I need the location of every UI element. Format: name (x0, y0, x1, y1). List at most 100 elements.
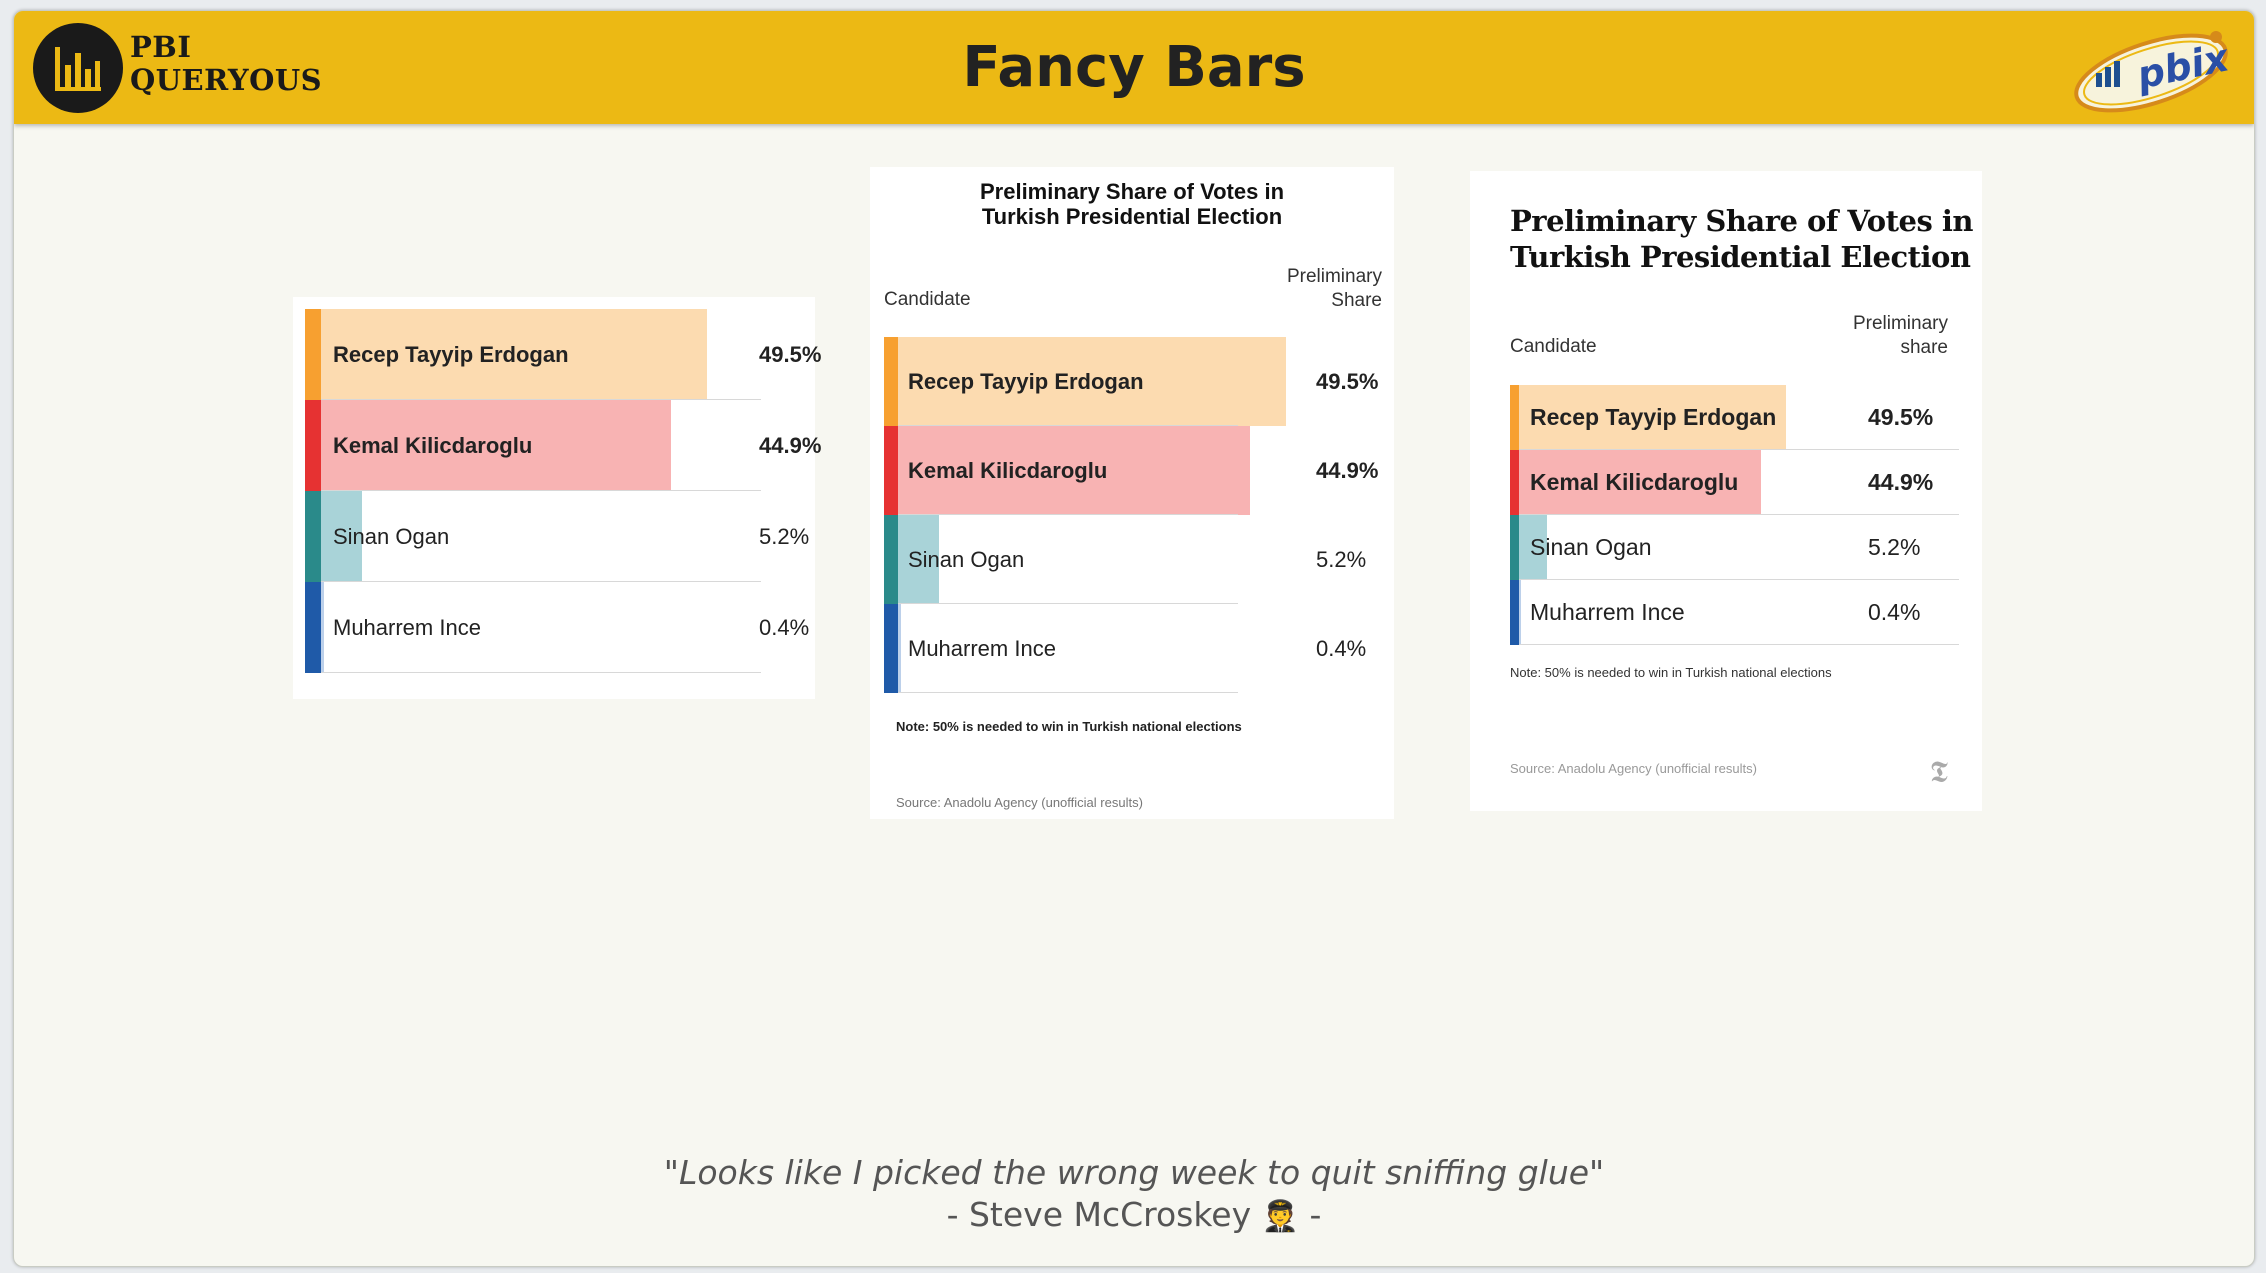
card3-divider-ince (1519, 644, 1959, 645)
card3-accent-ince (1510, 580, 1519, 645)
card3-value-ogan: 5.2% (1868, 534, 1921, 560)
card2-name-erdogan: Recep Tayyip Erdogan (908, 369, 1144, 394)
card1-name-erdogan: Recep Tayyip Erdogan (333, 342, 569, 367)
card2-accent-ogan (884, 515, 898, 604)
footer-quote: "Looks like I picked the wrong week to q… (663, 1153, 1605, 1192)
card3-name-ogan: Sinan Ogan (1530, 534, 1652, 560)
card3-value-ince: 0.4% (1868, 599, 1921, 625)
card2-note: Note: 50% is needed to win in Turkish na… (896, 719, 1242, 734)
logo-line2: QUERYOUS (130, 63, 323, 97)
card2-divider-erdogan (898, 425, 1238, 426)
card3-col-share: Preliminary share (1853, 312, 1948, 360)
card2-accent-ince (884, 604, 898, 693)
card3-row-ince: Muharrem Ince 0.4% (1510, 580, 1962, 645)
card1-bar-erdogan (321, 309, 708, 400)
card1-accent-ogan (305, 491, 321, 582)
card2-accent-kilicdaroglu (884, 426, 898, 515)
card3-title-line2: Turkish Presidential Election (1510, 240, 1971, 274)
card2-divider-ince (898, 692, 1238, 693)
fancy-bars-card-3: Preliminary Share of Votes in Turkish Pr… (1470, 171, 1982, 811)
logo-line1: PBI (130, 30, 192, 64)
card1-value-kilicdaroglu: 44.9% (759, 433, 822, 458)
card3-name-erdogan: Recep Tayyip Erdogan (1530, 404, 1777, 430)
card2-source: Source: Anadolu Agency (unofficial resul… (896, 795, 1143, 810)
page-header: PBI QUERYOUS Fancy Bars pbix (14, 11, 2254, 124)
card2-title: Preliminary Share of Votes in Turkish Pr… (870, 179, 1394, 229)
card3-bar-ince (1519, 580, 1522, 645)
card2-col-candidate: Candidate (884, 289, 971, 310)
card2-title-line2: Turkish Presidential Election (981, 204, 1283, 229)
page-title: Fancy Bars (962, 35, 1306, 100)
card2-divider-kilicdaroglu (898, 514, 1238, 515)
pilot-emoji-icon: 🧑‍✈️ (1261, 1199, 1299, 1234)
card1-accent-ince (305, 582, 321, 673)
card1-value-ince: 0.4% (759, 615, 810, 640)
fancy-bars-card-2: Preliminary Share of Votes in Turkish Pr… (870, 167, 1394, 819)
card3-accent-ogan (1510, 515, 1519, 580)
card3-title: Preliminary Share of Votes in Turkish Pr… (1510, 203, 1973, 275)
card1-accent-kilicdaroglu (305, 400, 321, 491)
card2-value-kilicdaroglu: 44.9% (1316, 458, 1379, 483)
card2-title-line1: Preliminary Share of Votes in (979, 179, 1285, 204)
card3-name-ince: Muharrem Ince (1530, 599, 1685, 625)
card2-row-erdogan: Recep Tayyip Erdogan 49.5% (884, 337, 1384, 426)
card2-col-share-line2: Share (1331, 290, 1382, 311)
card2-bar-kilicdaroglu (898, 426, 1251, 515)
card3-title-line1: Preliminary Share of Votes in (1510, 204, 1973, 238)
card2-value-erdogan: 49.5% (1316, 369, 1379, 394)
card2-value-ogan: 5.2% (1316, 547, 1367, 572)
card2-accent-erdogan (884, 337, 898, 426)
card3-source: Source: Anadolu Agency (unofficial resul… (1510, 761, 1757, 776)
card3-bar-erdogan (1519, 385, 1787, 450)
card1-row-ogan: Sinan Ogan 5.2% (305, 491, 809, 582)
card3-note: Note: 50% is needed to win in Turkish na… (1510, 665, 1832, 680)
card1-name-ogan: Sinan Ogan (333, 524, 450, 549)
card3-accent-erdogan (1510, 385, 1519, 450)
card2-bar-ince (898, 604, 902, 693)
card3-row-ogan: Sinan Ogan 5.2% (1510, 515, 1962, 580)
card1-row-kilicdaroglu: Kemal Kilicdaroglu 44.9% (305, 400, 821, 491)
card1-divider-ince (321, 672, 761, 673)
card1-bar-kilicdaroglu (321, 400, 672, 491)
card1-row-ince: Muharrem Ince 0.4% (305, 582, 809, 673)
card3-bar-kilicdaroglu (1519, 450, 1762, 515)
footer-author-line: - Steve McCroskey 🧑‍✈️ - (14, 1195, 2254, 1234)
card3-col-share-line1: Preliminary (1852, 313, 1948, 334)
card3-row-kilicdaroglu: Kemal Kilicdaroglu 44.9% (1510, 450, 1962, 515)
pbi-queryous-logo (33, 23, 123, 113)
bar-chart-icon (55, 47, 101, 91)
card3-divider-ogan (1519, 579, 1959, 580)
card2-col-share-line1: Preliminary (1286, 266, 1382, 287)
pbix-badge-icon: pbix (2074, 31, 2234, 113)
logo-wordmark: PBI QUERYOUS (130, 31, 322, 97)
card2-name-ince: Muharrem Ince (908, 636, 1056, 661)
fancy-bars-card-1: Recep Tayyip Erdogan 49.5% Kemal Kilicdaro… (293, 297, 821, 699)
card3-col-share-line2: share (1900, 337, 1948, 358)
report-canvas: PBI QUERYOUS Fancy Bars pbix Recep Tayyi… (13, 10, 2255, 1267)
footer-author: - Steve McCroskey (946, 1195, 1252, 1234)
card1-name-kilicdaroglu: Kemal Kilicdaroglu (333, 433, 533, 458)
nyt-logo-icon: 𝕿 (1929, 755, 1948, 790)
card1-divider-kilicdaroglu (321, 490, 761, 491)
card2-name-kilicdaroglu: Kemal Kilicdaroglu (908, 458, 1108, 483)
card1-value-ogan: 5.2% (759, 524, 810, 549)
card3-divider-erdogan (1519, 449, 1959, 450)
card1-accent-erdogan (305, 309, 321, 400)
card1-row-erdogan: Recep Tayyip Erdogan 49.5% (305, 309, 821, 400)
card2-row-kilicdaroglu: Kemal Kilicdaroglu 44.9% (884, 426, 1384, 515)
card2-bar-erdogan (898, 337, 1287, 426)
card3-row-erdogan: Recep Tayyip Erdogan 49.5% (1510, 385, 1962, 450)
card3-value-kilicdaroglu: 44.9% (1868, 469, 1934, 495)
card3-value-erdogan: 49.5% (1868, 404, 1934, 430)
card3-col-candidate: Candidate (1510, 336, 1597, 357)
footer-author-end: - (1309, 1195, 1322, 1234)
card1-name-ince: Muharrem Ince (333, 615, 481, 640)
card3-accent-kilicdaroglu (1510, 450, 1519, 515)
card2-divider-ogan (898, 603, 1238, 604)
card3-divider-kilicdaroglu (1519, 514, 1959, 515)
card1-bar-ince (321, 582, 325, 673)
card3-name-kilicdaroglu: Kemal Kilicdaroglu (1530, 469, 1739, 495)
card1-value-erdogan: 49.5% (759, 342, 822, 367)
card2-bar-ogan (898, 515, 939, 604)
card2-row-ince: Muharrem Ince 0.4% (884, 604, 1384, 693)
